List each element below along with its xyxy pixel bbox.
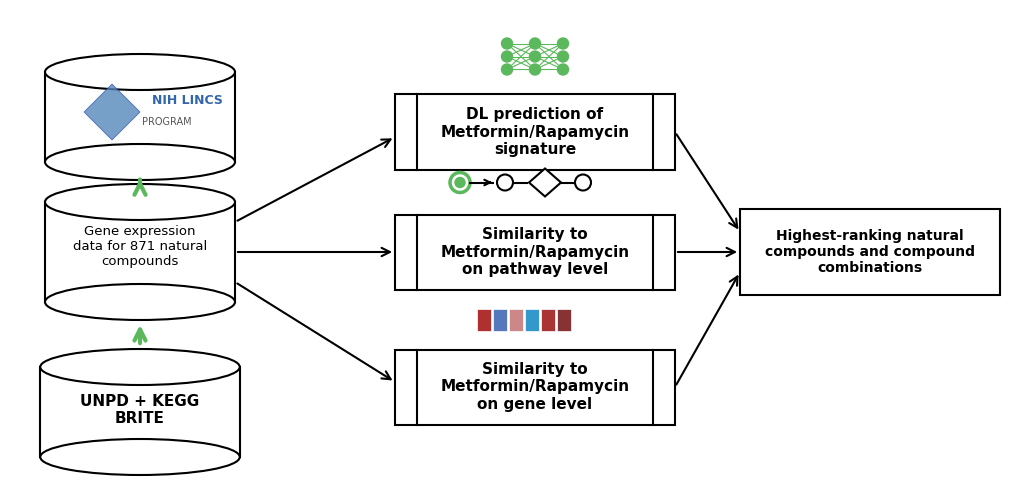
Text: UNPD + KEGG
BRITE: UNPD + KEGG BRITE [81,394,200,426]
Ellipse shape [45,54,234,90]
Bar [508,309,523,331]
FancyBboxPatch shape [394,215,675,289]
Bar [556,309,571,331]
Polygon shape [45,202,234,302]
Ellipse shape [45,284,234,320]
Ellipse shape [45,144,234,180]
Polygon shape [84,84,140,140]
Text: PROGRAM: PROGRAM [142,117,192,127]
Circle shape [501,64,512,75]
Circle shape [557,51,568,62]
Circle shape [449,172,470,192]
Polygon shape [40,367,239,457]
Text: Gene expression
data for 871 natural
compounds: Gene expression data for 871 natural com… [72,226,207,268]
Circle shape [501,38,512,49]
Text: Highest-ranking natural
compounds and compound
combinations: Highest-ranking natural compounds and co… [764,229,974,275]
Circle shape [575,174,590,190]
Circle shape [557,64,568,75]
Ellipse shape [45,184,234,220]
FancyBboxPatch shape [739,210,999,295]
Bar [477,309,490,331]
Circle shape [557,38,568,49]
Circle shape [529,64,540,75]
Text: Similarity to
Metformin/Rapamycin
on pathway level: Similarity to Metformin/Rapamycin on pat… [440,227,629,277]
Polygon shape [529,168,560,196]
Ellipse shape [40,439,239,475]
Circle shape [454,177,465,187]
Ellipse shape [40,349,239,385]
Text: DL prediction of
Metformin/Rapamycin
signature: DL prediction of Metformin/Rapamycin sig… [440,107,629,157]
Text: Similarity to
Metformin/Rapamycin
on gene level: Similarity to Metformin/Rapamycin on gen… [440,362,629,412]
FancyBboxPatch shape [394,94,675,169]
Text: NIH LINCS: NIH LINCS [152,94,223,107]
Circle shape [496,174,513,190]
Bar [525,309,538,331]
Bar [540,309,554,331]
FancyBboxPatch shape [394,349,675,424]
Polygon shape [45,72,234,162]
Circle shape [501,51,512,62]
Circle shape [529,51,540,62]
Circle shape [529,38,540,49]
Bar [492,309,506,331]
